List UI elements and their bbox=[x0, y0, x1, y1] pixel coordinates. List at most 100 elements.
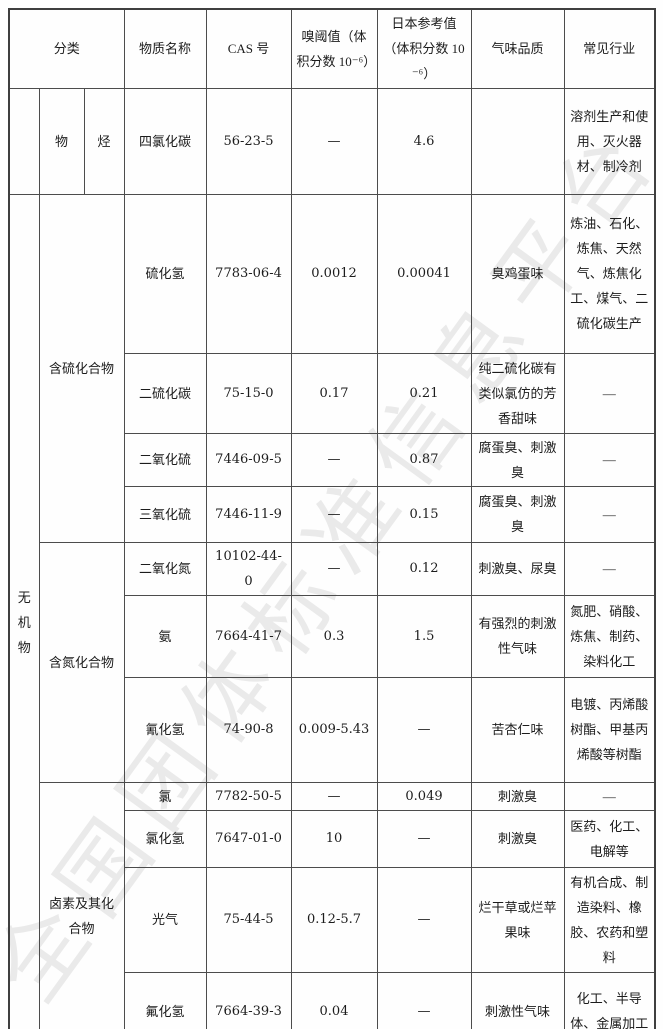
cell-japan-ref: 0.87 bbox=[376, 432, 472, 487]
cell-japan-ref: 0.12 bbox=[376, 541, 472, 596]
cell-industry: 溶剂生产和使用、灭火器材、制冷剂 bbox=[563, 87, 656, 195]
cell-category-mid-carryover: 物 bbox=[38, 87, 85, 195]
cell-industry: 化工、半导体、金属加工 bbox=[563, 971, 656, 1029]
cell-cas: 7664-39-3 bbox=[205, 971, 292, 1029]
cell-industry: — bbox=[563, 781, 656, 811]
cell-category-inorganic: 无机物 bbox=[8, 193, 40, 1029]
table-row: 无机物 含硫化合物 硫化氢 7783-06-4 0.0012 0.00041 臭… bbox=[8, 193, 656, 1029]
col-header-odor: 气味品质 bbox=[470, 8, 565, 89]
cell-japan-ref: — bbox=[376, 676, 472, 783]
cell-substance: 二氧化硫 bbox=[123, 432, 207, 487]
col-header-cas: CAS 号 bbox=[205, 8, 292, 89]
cell-cas: 7647-01-0 bbox=[205, 809, 292, 868]
cell-substance: 二硫化碳 bbox=[123, 352, 207, 434]
cell-substance: 光气 bbox=[123, 866, 207, 973]
cell-odor: 苦杏仁味 bbox=[470, 676, 565, 783]
cell-cas: 7782-50-5 bbox=[205, 781, 292, 811]
cell-japan-ref: 0.15 bbox=[376, 485, 472, 543]
cell-substance: 硫化氢 bbox=[123, 193, 207, 354]
cell-substance: 二氧化氮 bbox=[123, 541, 207, 596]
cell-threshold: 0.12-5.7 bbox=[290, 866, 378, 973]
cell-industry: 炼油、石化、炼焦、天然气、炼焦化工、煤气、二硫化碳生产 bbox=[563, 193, 656, 354]
cell-industry: 氮肥、硝酸、炼焦、制药、染料化工 bbox=[563, 594, 656, 678]
cell-cas: 7664-41-7 bbox=[205, 594, 292, 678]
cell-odor: 纯二硫化碳有类似氯仿的芳香甜味 bbox=[470, 352, 565, 434]
cell-threshold: 0.0012 bbox=[290, 193, 378, 354]
cell-odor bbox=[470, 87, 565, 195]
cell-substance: 氯化氢 bbox=[123, 809, 207, 868]
cell-industry: 电镀、丙烯酸树酯、甲基丙烯酸等树酯 bbox=[563, 676, 656, 783]
cell-cas: 56-23-5 bbox=[205, 87, 292, 195]
cell-industry: — bbox=[563, 432, 656, 487]
cell-threshold: 10 bbox=[290, 809, 378, 868]
cell-cas: 75-44-5 bbox=[205, 866, 292, 973]
cell-threshold: — bbox=[290, 87, 378, 195]
cell-cas: 10102-44-0 bbox=[205, 541, 292, 596]
cell-subcategory-sulfur: 含硫化合物 bbox=[38, 193, 125, 543]
table-row: 氨 7664-41-7 0.3 1.5 有强烈的刺激性气味 氮肥、硝酸、炼焦、制… bbox=[9, 594, 656, 678]
cell-industry: 医药、化工、电解等 bbox=[563, 809, 656, 868]
cell-cas: 75-15-0 bbox=[205, 352, 292, 434]
col-header-threshold: 嗅阈值（体积分数 10⁻⁶） bbox=[290, 8, 378, 89]
cell-odor: 刺激性气味 bbox=[470, 971, 565, 1029]
table-row: 氯化氢 7647-01-0 10 — 刺激臭 医药、化工、电解等 bbox=[9, 809, 656, 868]
cell-industry: — bbox=[563, 352, 656, 434]
cell-threshold: 0.17 bbox=[290, 352, 378, 434]
cell-cas: 74-90-8 bbox=[205, 676, 292, 783]
table-row: 氟化氢 7664-39-3 0.04 — 刺激性气味 化工、半导体、金属加工 bbox=[9, 971, 656, 1029]
cell-substance: 氰化氢 bbox=[123, 676, 207, 783]
cell-substance: 三氧化硫 bbox=[123, 485, 207, 543]
cell-cas: 7446-11-9 bbox=[205, 485, 292, 543]
cell-industry: — bbox=[563, 485, 656, 543]
cell-industry: 有机合成、制造染料、橡胶、农药和塑料 bbox=[563, 866, 656, 973]
table-row: 光气 75-44-5 0.12-5.7 — 烂干草或烂苹果味 有机合成、制造染料… bbox=[9, 866, 656, 973]
col-header-category: 分类 bbox=[8, 8, 125, 89]
table-row: 氰化氢 74-90-8 0.009-5.43 — 苦杏仁味 电镀、丙烯酸树酯、甲… bbox=[9, 676, 656, 783]
cell-japan-ref: — bbox=[376, 971, 472, 1029]
cell-odor: 刺激臭、尿臭 bbox=[470, 541, 565, 596]
col-header-japan-ref: 日本参考值（体积分数 10⁻⁶） bbox=[376, 8, 472, 89]
table-row: 卤素及其化合物 氯 7782-50-5 — 0.049 刺激臭 — bbox=[9, 781, 656, 1029]
cell-cas: 7783-06-4 bbox=[205, 193, 292, 354]
cell-odor: 臭鸡蛋味 bbox=[470, 193, 565, 354]
cell-threshold: 0.3 bbox=[290, 594, 378, 678]
col-header-industry: 常见行业 bbox=[563, 8, 656, 89]
cell-odor: 刺激臭 bbox=[470, 781, 565, 811]
table-row: 二氧化硫 7446-09-5 — 0.87 腐蛋臭、刺激臭 — bbox=[9, 432, 656, 487]
cell-category-outer-carryover bbox=[8, 87, 40, 195]
cell-cas: 7446-09-5 bbox=[205, 432, 292, 487]
cell-threshold: — bbox=[290, 432, 378, 487]
header-row: 分类 物质名称 CAS 号 嗅阈值（体积分数 10⁻⁶） 日本参考值（体积分数 … bbox=[8, 8, 656, 89]
cell-threshold: — bbox=[290, 485, 378, 543]
cell-japan-ref: 0.00041 bbox=[376, 193, 472, 354]
table-row: 二硫化碳 75-15-0 0.17 0.21 纯二硫化碳有类似氯仿的芳香甜味 — bbox=[9, 352, 656, 434]
cell-odor: 腐蛋臭、刺激臭 bbox=[470, 432, 565, 487]
cell-japan-ref: 1.5 bbox=[376, 594, 472, 678]
cell-category-inner-carryover: 烃 bbox=[83, 87, 125, 195]
col-header-substance: 物质名称 bbox=[123, 8, 207, 89]
table-row: 三氧化硫 7446-11-9 — 0.15 腐蛋臭、刺激臭 — bbox=[9, 485, 656, 543]
cell-threshold: 0.009-5.43 bbox=[290, 676, 378, 783]
cell-subcategory-nitrogen: 含氮化合物 bbox=[38, 541, 125, 783]
cell-substance: 四氯化碳 bbox=[123, 87, 207, 195]
cell-japan-ref: 4.6 bbox=[376, 87, 472, 195]
cell-threshold: — bbox=[290, 781, 378, 811]
cell-odor: 腐蛋臭、刺激臭 bbox=[470, 485, 565, 543]
cell-industry: — bbox=[563, 541, 656, 596]
table-row: 含氮化合物 二氧化氮 10102-44-0 — 0.12 刺激臭、尿臭 — bbox=[9, 541, 656, 783]
cell-japan-ref: 0.049 bbox=[376, 781, 472, 811]
cell-subcategory-halogen: 卤素及其化合物 bbox=[38, 781, 125, 1029]
cell-substance: 氨 bbox=[123, 594, 207, 678]
table-row: 物 烃 四氯化碳 56-23-5 — 4.6 溶剂生产和使用、灭火器材、制冷剂 bbox=[8, 87, 656, 195]
cell-substance: 氟化氢 bbox=[123, 971, 207, 1029]
cell-japan-ref: 0.21 bbox=[376, 352, 472, 434]
cell-substance: 氯 bbox=[123, 781, 207, 811]
cell-japan-ref: — bbox=[376, 866, 472, 973]
cell-threshold: — bbox=[290, 541, 378, 596]
cell-japan-ref: — bbox=[376, 809, 472, 868]
cell-odor: 有强烈的刺激性气味 bbox=[470, 594, 565, 678]
cell-odor: 刺激臭 bbox=[470, 809, 565, 868]
odor-threshold-table: 分类 物质名称 CAS 号 嗅阈值（体积分数 10⁻⁶） 日本参考值（体积分数 … bbox=[8, 8, 657, 1029]
cell-odor: 烂干草或烂苹果味 bbox=[470, 866, 565, 973]
